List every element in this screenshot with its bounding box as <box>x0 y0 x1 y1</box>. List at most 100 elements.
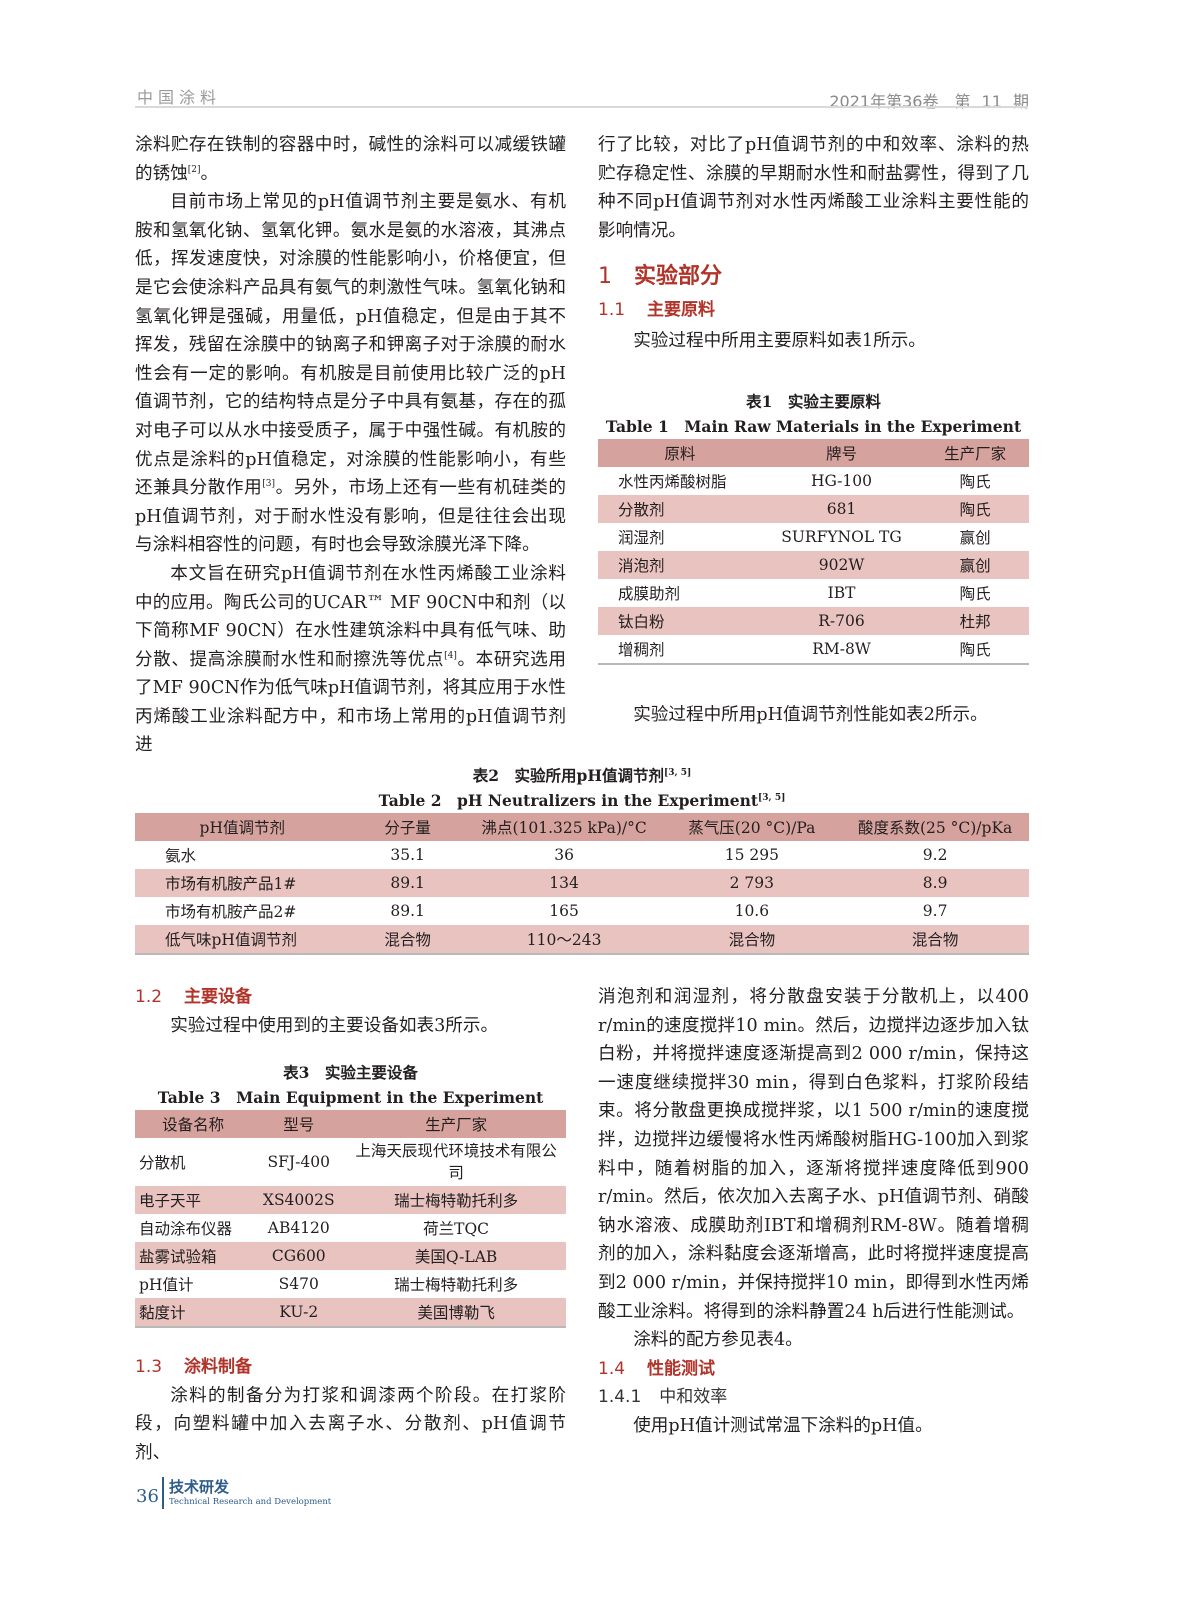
table-cell: 110～243 <box>526 931 602 949</box>
citation: [3, 5] <box>663 767 692 778</box>
table-cell: 水性丙烯酸树脂 <box>618 473 727 491</box>
table-row: 成膜助剂 IBT 陶氏 <box>598 579 1029 607</box>
column-header: 型号 <box>283 1116 315 1134</box>
table-caption-cn: 表3 实验主要设备 <box>283 1063 418 1082</box>
table-cell: 15 295 <box>724 846 779 864</box>
table-cell: 荷兰TQC <box>423 1220 490 1238</box>
table-cell: 2 793 <box>729 874 775 892</box>
table-2: 表2 实验所用pH值调节剂[3, 5] Table 2 pH Neutraliz… <box>135 763 1029 955</box>
column-header: 分子量 <box>384 819 431 837</box>
paragraph-after-table-1: 实验过程中所用pH值调节剂性能如表2所示。 <box>598 701 1029 730</box>
table-cell: 盐雾试验箱 <box>139 1248 217 1266</box>
column-header: 酸度系数(25 °C)/pKa <box>857 819 1013 837</box>
text: 。 <box>200 163 219 184</box>
table-row: 润湿剂 SURFYNOL TG 赢创 <box>598 523 1029 551</box>
table-cell: 89.1 <box>390 874 425 892</box>
section-heading-1: 1 实验部分 <box>598 261 1029 293</box>
table-cell: 增稠剂 <box>618 641 665 659</box>
section-heading-1-2: 1.2 主要设备 <box>135 983 566 1012</box>
column-header: 牌号 <box>826 445 858 463</box>
column-header: 原料 <box>664 445 696 463</box>
table-cell: 分散机 <box>139 1154 186 1172</box>
table-cell: 陶氏 <box>959 585 991 603</box>
table-caption-cn: 表2 实验所用pH值调节剂[3, 5] <box>135 763 1029 788</box>
table-cell: HG-100 <box>811 472 873 490</box>
table-row: 钛白粉 R-706 杜邦 <box>598 607 1029 635</box>
footer-section-cn: 技术研发 <box>169 1478 230 1496</box>
section-title: 涂料制备 <box>184 1357 253 1377</box>
table-cell: 9.7 <box>922 902 948 920</box>
section-title: 主要设备 <box>184 987 253 1007</box>
section-number: 1.1 <box>598 300 626 321</box>
table-cell: 黏度计 <box>139 1304 186 1322</box>
paragraph: 消泡剂和润湿剂，将分散盘安装于分散机上，以400 r/min的速度搅拌10 mi… <box>598 987 1029 1322</box>
table-3: 表3 实验主要设备 Table 3 Main Equipment in the … <box>135 1060 566 1328</box>
table-cell: 低气味pH值调节剂 <box>165 931 297 949</box>
section-number: 1.3 <box>135 1357 163 1377</box>
table-cell: CG600 <box>271 1247 326 1265</box>
table-row: 消泡剂 902W 赢创 <box>598 551 1029 579</box>
table-cell: R-706 <box>818 612 865 630</box>
table-cell: 电子天平 <box>139 1192 202 1210</box>
footer-section-en: Technical Research and Development <box>169 1497 332 1507</box>
table-cell: pH值计 <box>139 1276 194 1294</box>
table-cell: 陶氏 <box>959 641 991 659</box>
caption-text: Table 2 pH Neutralizers in the Experimen… <box>378 791 759 810</box>
text: 。本研究选用了MF 90CN作为低气味pH值调节剂，将其应用于水性丙烯酸工业涂料… <box>135 649 566 756</box>
right-column-top: 行了比较，对比了pH值调节剂的中和效率、涂料的热贮存稳定性、涂膜的早期耐水性和耐… <box>598 131 1029 356</box>
table-cell: XS4002S <box>262 1191 335 1209</box>
paragraph: 涂料的配方参见表4。 <box>633 1330 803 1351</box>
section-number: 1.2 <box>135 987 163 1007</box>
footer-divider <box>162 1477 164 1509</box>
section-number: 1 <box>598 264 612 290</box>
text: 目前市场上常见的pH值调节剂主要是氨水、有机胺和氢氧化钠、氢氧化钾。氨水是氨的水… <box>135 192 566 499</box>
column-header: 生产厂家 <box>944 445 1007 463</box>
citation: [4] <box>444 650 457 661</box>
text: 涂料贮存在铁制的容器中时，碱性的涂料可以减缓铁罐的锈蚀 <box>135 135 566 184</box>
column-header: 设备名称 <box>162 1116 225 1134</box>
table-row: 市场有机胺产品2# 89.1 165 10.6 9.7 <box>135 897 1029 925</box>
citation: [2] <box>187 164 201 175</box>
table-cell: IBT <box>827 584 856 602</box>
section-1-2: 1.2 主要设备 实验过程中使用到的主要设备如表3所示。 <box>135 983 566 1040</box>
section-title: 实验部分 <box>634 264 723 290</box>
table-cell: 8.9 <box>922 874 948 892</box>
paragraph: 目前市场上常见的pH值调节剂主要是氨水、有机胺和氢氧化钠、氢氧化钾。氨水是氨的水… <box>135 188 566 560</box>
table-2-grid: pH值调节剂 分子量 沸点(101.325 kPa)/°C 蒸气压(20 °C)… <box>135 813 1029 955</box>
table-cell: 上海天辰现代环境技术有限公司 <box>355 1142 557 1182</box>
table-cell: 美国博勒飞 <box>417 1304 495 1322</box>
table-cell: 赢创 <box>959 557 991 575</box>
column-header: 沸点(101.325 kPa)/°C <box>481 819 647 837</box>
paragraph: 涂料贮存在铁制的容器中时，碱性的涂料可以减缓铁罐的锈蚀[2]。 <box>135 131 566 188</box>
table-1-grid: 原料 牌号 生产厂家 水性丙烯酸树脂 HG-100 陶氏 分散剂 681 陶氏 润湿剂 SUR… <box>598 439 1029 665</box>
paragraph: 行了比较，对比了pH值调节剂的中和效率、涂料的热贮存稳定性、涂膜的早期耐水性和耐… <box>598 135 1029 241</box>
table-row: 水性丙烯酸树脂 HG-100 陶氏 <box>598 467 1029 495</box>
journal-name: 中国涂料 <box>137 88 222 107</box>
citation: [3] <box>262 479 276 490</box>
paragraph: 实验过程中使用到的主要设备如表3所示。 <box>170 1015 499 1036</box>
section-title: 主要原料 <box>647 300 716 321</box>
column-header: 蒸气压(20 °C)/Pa <box>688 819 816 837</box>
section-number: 1.4 <box>598 1358 626 1379</box>
table-cell: SURFYNOL TG <box>781 528 902 546</box>
table-cell: 混合物 <box>728 931 776 949</box>
table-cell: KU-2 <box>279 1303 319 1321</box>
right-column-bottom: 消泡剂和润湿剂，将分散盘安装于分散机上，以400 r/min的速度搅拌10 mi… <box>598 983 1029 1441</box>
table-cell: 681 <box>826 500 857 518</box>
table-cell: 陶氏 <box>959 501 991 519</box>
citation: [3, 5] <box>758 792 786 803</box>
table-cell: 902W <box>818 556 865 574</box>
table-cell: 混合物 <box>384 931 431 949</box>
caption-text: 表2 实验所用pH值调节剂 <box>472 766 664 785</box>
table-cell: 赢创 <box>959 529 991 547</box>
table-cell: 成膜助剂 <box>618 585 681 603</box>
table-row: 盐雾试验箱 CG600 美国Q-LAB <box>135 1242 566 1270</box>
text: 。另外，市场上还有一些有机硅类的pH值调节剂，对于耐水性没有影响，但是往往会出现… <box>135 478 566 556</box>
table-cell: 美国Q-LAB <box>414 1248 498 1266</box>
table-cell: S470 <box>278 1275 319 1293</box>
page-number: 36 <box>136 1486 159 1507</box>
table-header-row: 设备名称 型号 生产厂家 <box>135 1110 566 1138</box>
column-header: 生产厂家 <box>425 1116 488 1134</box>
table-cell: 134 <box>549 874 579 892</box>
table-cell: 36 <box>554 846 574 864</box>
